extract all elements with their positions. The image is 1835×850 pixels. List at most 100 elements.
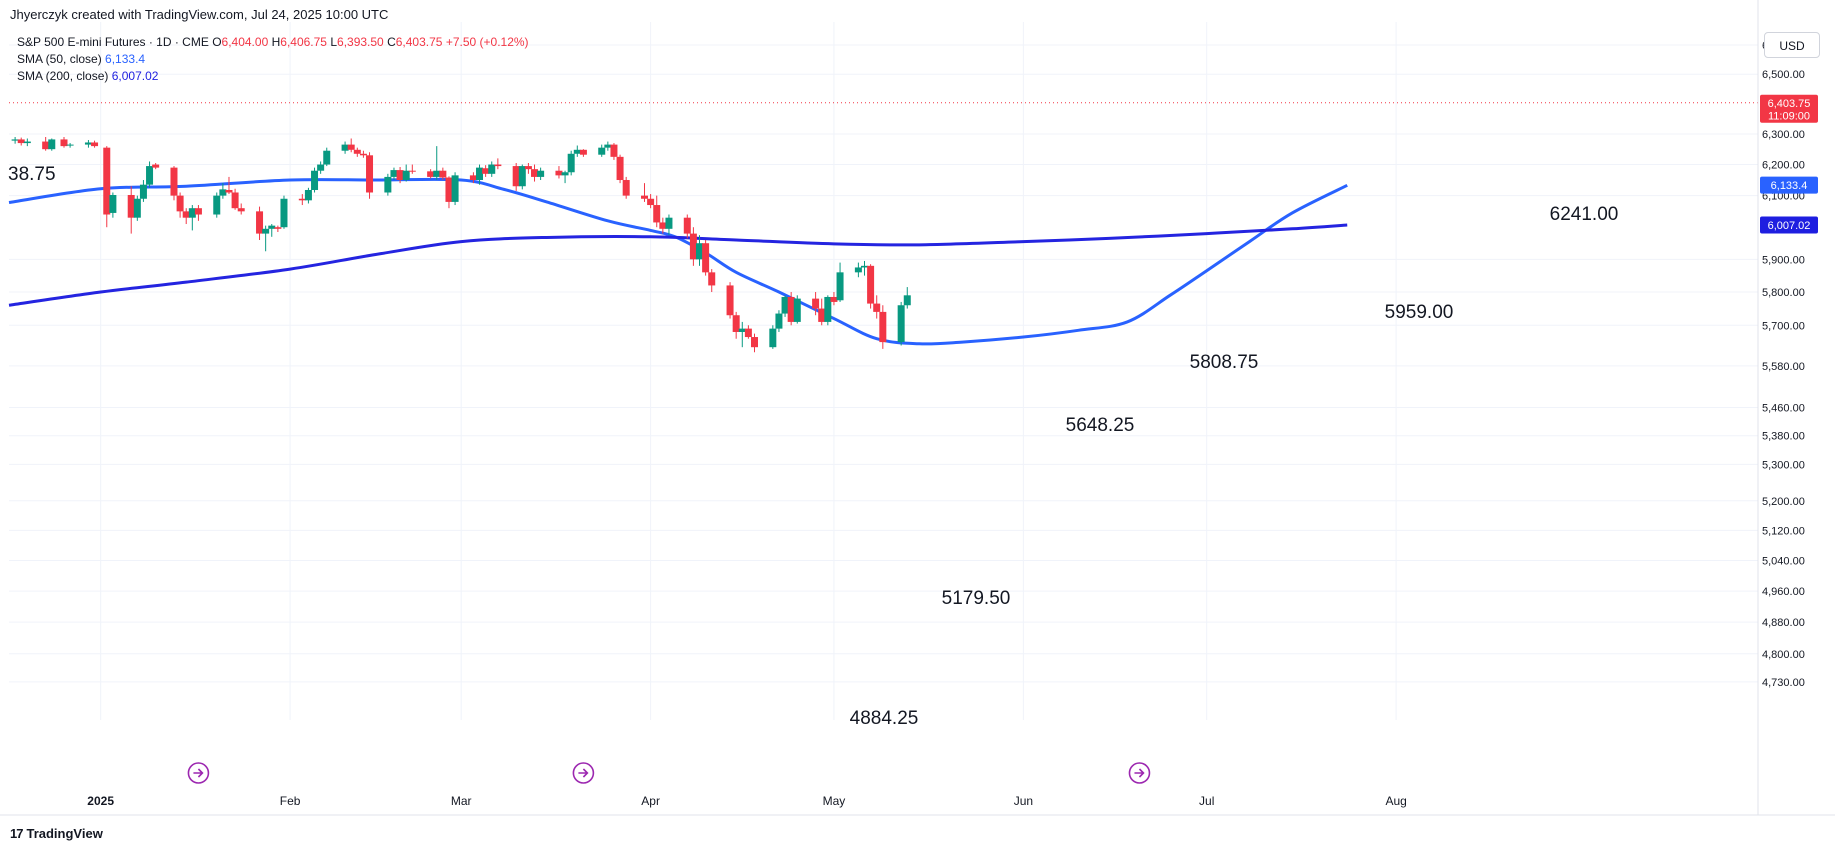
x-tick-label: Jul: [1199, 794, 1214, 808]
candle: [561, 170, 569, 184]
candle-body: [482, 168, 490, 174]
candle-body: [262, 228, 270, 234]
candle: [408, 164, 416, 174]
candle: [91, 140, 99, 148]
sma200-legend[interactable]: SMA (200, close) 6,007.02: [17, 69, 159, 83]
candle-body: [873, 303, 881, 312]
candle: [274, 225, 282, 233]
candle: [237, 203, 245, 215]
ohlc-row: S&P 500 E-mini Futures · 1D · CME O6,404…: [17, 35, 529, 49]
candle-body: [793, 298, 801, 322]
candle: [537, 167, 545, 181]
candle-body: [237, 208, 245, 212]
price-badge: 6,007.02: [1760, 216, 1818, 234]
price-badge-text: 6,133.4: [1771, 180, 1808, 192]
event-marker-arrow: [1134, 768, 1145, 778]
price-annotation: 5648.25: [1066, 415, 1135, 436]
sma50-legend[interactable]: SMA (50, close) 6,133.4: [17, 52, 146, 66]
candle: [732, 311, 740, 339]
event-markers[interactable]: [187, 762, 1151, 784]
candle-body: [867, 265, 875, 304]
candle: [427, 169, 435, 179]
candle: [769, 325, 777, 349]
candle-body: [836, 272, 844, 301]
candle: [518, 164, 526, 190]
tradingview-logo[interactable]: 17 TradingView: [10, 826, 103, 841]
candle-body: [347, 144, 355, 150]
candle: [567, 150, 575, 176]
instrument-name[interactable]: S&P 500 E-mini Futures · 1D · CME: [17, 35, 209, 49]
candle-body: [598, 147, 606, 155]
candle: [702, 240, 710, 276]
candle-body: [726, 285, 734, 316]
candle: [146, 161, 154, 188]
price-badge-bg: [1760, 216, 1818, 234]
candle: [390, 167, 398, 181]
candle: [280, 195, 288, 229]
candle-body: [390, 170, 398, 177]
candle-body: [170, 167, 178, 196]
candle-body: [103, 147, 111, 215]
candle: [683, 214, 691, 239]
candle-body: [781, 296, 789, 314]
candle: [109, 192, 117, 218]
candle: [836, 262, 844, 302]
candle: [213, 192, 221, 218]
candle-body: [555, 170, 563, 176]
candle-body: [659, 222, 667, 229]
candle-body: [317, 164, 325, 171]
candle: [476, 164, 484, 185]
candle-body: [641, 195, 649, 199]
candle-body: [225, 189, 233, 193]
candle: [665, 214, 673, 236]
candle: [359, 150, 367, 158]
candle-body: [23, 141, 31, 144]
price-badge-bg: [1760, 176, 1818, 194]
y-tick-label: 4,960.00: [1762, 586, 1805, 598]
price-annotations: 38.75 4884.25 5179.50 5648.25 5808.75 5959.00…: [8, 164, 1618, 729]
candle: [60, 136, 68, 148]
candle: [494, 158, 502, 170]
y-tick-label: 4,880.00: [1762, 617, 1805, 629]
candle-body: [824, 296, 832, 322]
candle-body: [744, 328, 752, 338]
candle: [256, 206, 264, 241]
candle-body: [751, 337, 758, 348]
candle-body: [11, 139, 19, 141]
candle-body: [512, 166, 520, 187]
event-marker-arrow: [193, 768, 204, 778]
candle-body: [48, 139, 56, 150]
candle: [488, 161, 496, 177]
y-tick-label: 5,460.00: [1762, 402, 1805, 414]
price-badge-countdown: 11:09:00: [1768, 111, 1810, 123]
candle: [103, 146, 111, 228]
candles[interactable]: [11, 136, 911, 353]
candle: [738, 321, 746, 348]
candle-body: [610, 144, 618, 157]
candle: [152, 162, 160, 170]
y-tick-label: 5,700.00: [1762, 320, 1805, 332]
candle-body: [213, 195, 221, 215]
candle: [555, 166, 563, 179]
candle-body: [133, 198, 141, 218]
y-tick-label: 5,300.00: [1762, 459, 1805, 471]
open-value: 6,404.00: [221, 35, 269, 49]
time-axis[interactable]: 2025 Feb Mar Apr May Jun Jul Aug: [0, 794, 1835, 816]
candle: [793, 295, 801, 324]
x-tick-label: Aug: [1385, 794, 1406, 808]
candle: [689, 227, 697, 266]
currency-button[interactable]: USD: [1764, 32, 1820, 58]
candle-body: [860, 265, 868, 268]
candle-body: [231, 192, 239, 209]
candle-body: [311, 170, 319, 190]
candle: [341, 141, 349, 154]
candle-body: [427, 171, 435, 177]
candle: [616, 154, 624, 184]
candle: [194, 205, 202, 221]
sma50-line: [8, 177, 1348, 346]
candle: [579, 149, 587, 157]
y-tick-label: 5,040.00: [1762, 555, 1805, 567]
candle-body: [775, 313, 783, 329]
candle: [433, 146, 441, 181]
